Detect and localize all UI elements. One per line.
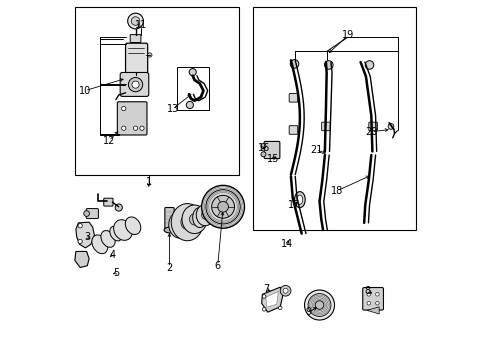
Circle shape	[278, 306, 282, 310]
Circle shape	[283, 288, 287, 293]
Circle shape	[140, 126, 144, 130]
Polygon shape	[75, 251, 89, 267]
Polygon shape	[76, 222, 94, 248]
Circle shape	[375, 293, 378, 296]
Polygon shape	[265, 292, 278, 307]
Circle shape	[115, 204, 122, 211]
Circle shape	[128, 77, 142, 92]
FancyBboxPatch shape	[264, 141, 279, 158]
Ellipse shape	[101, 230, 115, 247]
Circle shape	[324, 61, 332, 69]
Ellipse shape	[197, 213, 203, 221]
Circle shape	[127, 13, 143, 29]
Circle shape	[205, 190, 240, 224]
Circle shape	[280, 285, 290, 296]
Circle shape	[262, 307, 265, 311]
Text: 14: 14	[281, 239, 293, 249]
Text: 2: 2	[166, 262, 172, 273]
Polygon shape	[261, 287, 283, 312]
Text: 18: 18	[330, 186, 343, 196]
Circle shape	[375, 301, 378, 305]
Text: 7: 7	[262, 284, 268, 294]
Ellipse shape	[168, 211, 191, 238]
Circle shape	[366, 301, 370, 305]
Text: 16: 16	[258, 143, 270, 153]
Circle shape	[304, 290, 334, 320]
Ellipse shape	[110, 226, 122, 241]
Circle shape	[261, 144, 265, 149]
Text: 5: 5	[113, 268, 119, 278]
Circle shape	[83, 211, 89, 216]
Bar	[253, 7, 415, 230]
Text: 21: 21	[309, 145, 322, 155]
FancyBboxPatch shape	[288, 94, 297, 102]
Ellipse shape	[196, 204, 214, 226]
Circle shape	[78, 224, 82, 228]
Circle shape	[315, 301, 323, 309]
Circle shape	[147, 53, 152, 57]
Ellipse shape	[175, 219, 184, 230]
Circle shape	[122, 126, 125, 130]
FancyBboxPatch shape	[362, 288, 383, 310]
Circle shape	[201, 185, 244, 228]
Text: 15: 15	[266, 154, 279, 163]
FancyBboxPatch shape	[120, 72, 148, 96]
Circle shape	[186, 102, 193, 109]
Circle shape	[387, 123, 393, 129]
FancyBboxPatch shape	[321, 122, 329, 131]
Text: 12: 12	[102, 136, 115, 146]
Circle shape	[366, 293, 370, 296]
Ellipse shape	[296, 195, 302, 204]
FancyBboxPatch shape	[117, 102, 147, 135]
Circle shape	[211, 195, 234, 218]
Circle shape	[261, 152, 265, 157]
Ellipse shape	[171, 203, 203, 241]
Circle shape	[122, 107, 125, 111]
Text: 3: 3	[84, 232, 90, 242]
Text: 8: 8	[364, 286, 370, 296]
FancyBboxPatch shape	[103, 198, 113, 206]
Text: 10: 10	[79, 86, 91, 96]
Polygon shape	[366, 307, 378, 314]
Circle shape	[189, 68, 196, 76]
FancyBboxPatch shape	[86, 208, 98, 219]
Text: 1: 1	[145, 177, 151, 187]
FancyBboxPatch shape	[130, 35, 141, 42]
Ellipse shape	[201, 211, 208, 219]
Text: 13: 13	[166, 104, 179, 113]
Ellipse shape	[125, 217, 141, 234]
Circle shape	[262, 295, 265, 298]
Ellipse shape	[294, 192, 305, 208]
FancyBboxPatch shape	[164, 207, 174, 229]
Circle shape	[131, 17, 140, 25]
Circle shape	[78, 239, 82, 244]
Ellipse shape	[181, 215, 193, 230]
Text: 4: 4	[109, 250, 115, 260]
Bar	[176, 67, 208, 111]
Circle shape	[132, 81, 139, 88]
Circle shape	[217, 202, 228, 212]
Text: 6: 6	[214, 261, 220, 271]
Ellipse shape	[164, 227, 175, 233]
Ellipse shape	[189, 213, 199, 225]
FancyBboxPatch shape	[125, 43, 147, 73]
Text: 11: 11	[135, 19, 147, 30]
Bar	[75, 7, 239, 175]
Ellipse shape	[192, 207, 206, 228]
FancyBboxPatch shape	[368, 122, 377, 131]
Circle shape	[290, 60, 298, 68]
Ellipse shape	[113, 220, 132, 240]
Text: 19: 19	[341, 30, 353, 40]
Text: 17: 17	[288, 200, 300, 210]
Text: 20: 20	[365, 127, 377, 137]
Ellipse shape	[92, 235, 107, 254]
Text: 9: 9	[305, 307, 311, 317]
Circle shape	[365, 61, 373, 69]
Ellipse shape	[182, 205, 206, 234]
Circle shape	[133, 126, 138, 130]
FancyBboxPatch shape	[288, 126, 297, 134]
Circle shape	[307, 294, 330, 316]
